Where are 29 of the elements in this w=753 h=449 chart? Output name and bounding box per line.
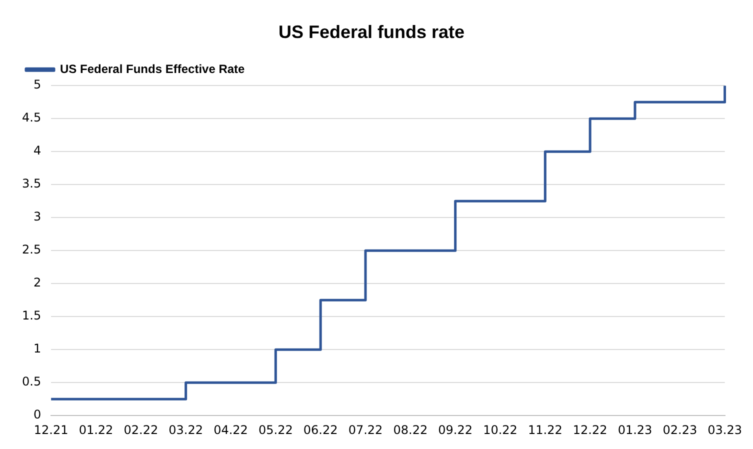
y-tick-label: 2.5 bbox=[22, 242, 42, 257]
x-tick-label: 05.22 bbox=[258, 422, 293, 437]
x-tick-label: 03.22 bbox=[168, 422, 204, 437]
x-tick-label: 02.23 bbox=[662, 422, 698, 437]
x-tick-label: 11.22 bbox=[528, 422, 562, 437]
y-tick-label: 0 bbox=[33, 408, 42, 422]
x-tick-label: 02.22 bbox=[124, 422, 158, 437]
x-tick-label: 06.22 bbox=[303, 422, 338, 437]
x-tick-label: 01.23 bbox=[618, 422, 652, 437]
x-tick-label: 01.22 bbox=[78, 422, 114, 437]
x-tick-label: 10.22 bbox=[483, 422, 518, 437]
y-tick-label: 4 bbox=[33, 144, 42, 158]
x-tick-label: 03.23 bbox=[708, 422, 742, 437]
y-tick-label: 4.5 bbox=[22, 110, 42, 125]
x-tick-label: 09.22 bbox=[438, 422, 473, 437]
x-tick-label: 12.21 bbox=[34, 422, 68, 437]
chart-title: US Federal funds rate bbox=[278, 22, 465, 42]
y-tick-label: 1.5 bbox=[22, 308, 42, 323]
legend-label: US Federal Funds Effective Rate bbox=[60, 62, 246, 76]
x-tick-label: 08.22 bbox=[393, 422, 428, 437]
x-tick-label: 07.22 bbox=[348, 422, 383, 437]
y-tick-label: 1 bbox=[33, 342, 42, 356]
y-tick-label: 0.5 bbox=[22, 374, 42, 389]
y-tick-label: 5 bbox=[33, 78, 42, 92]
x-tick-label: 12.22 bbox=[572, 422, 608, 437]
x-tick-label: 04.22 bbox=[214, 422, 248, 437]
y-tick-label: 3 bbox=[33, 210, 42, 224]
y-tick-label: 3.5 bbox=[22, 176, 42, 191]
y-tick-label: 2 bbox=[33, 276, 42, 290]
